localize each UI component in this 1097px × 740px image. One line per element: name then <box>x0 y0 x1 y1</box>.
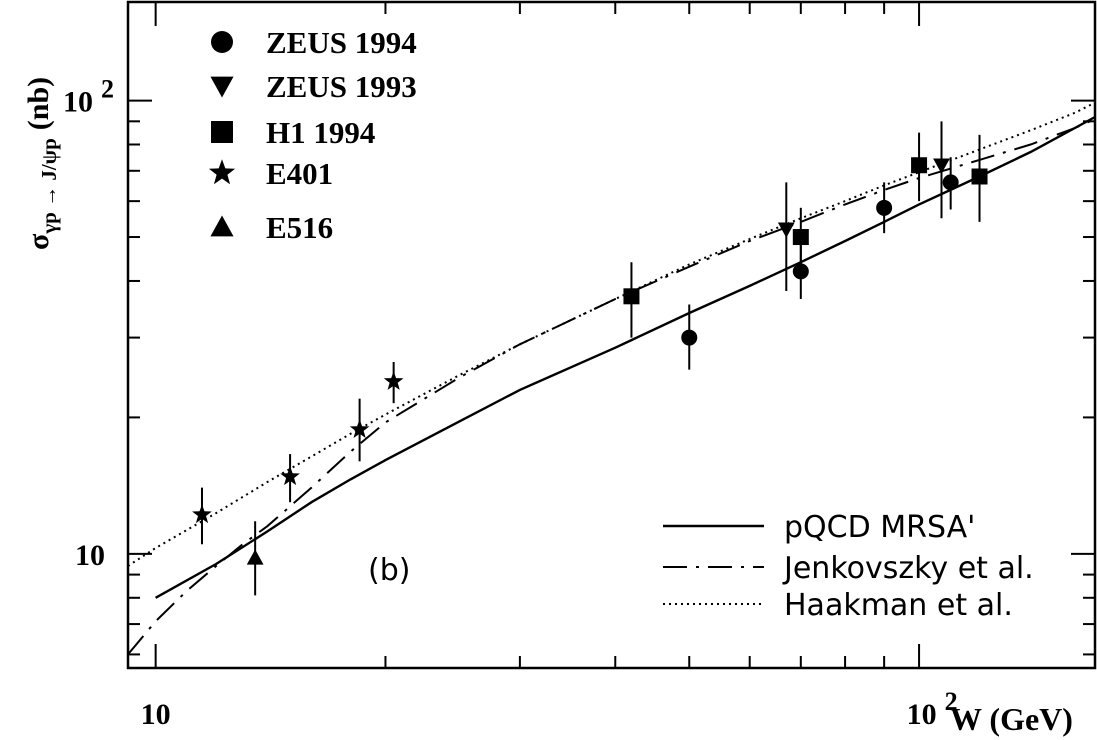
legend-label: H1 1994 <box>266 115 375 150</box>
plot-frame <box>126 0 1097 670</box>
data-point-square <box>792 229 809 246</box>
legend-curve-label: pQCD MRSA' <box>784 510 975 545</box>
legend-marker-circle <box>211 31 233 53</box>
legend-curve-label: Jenkovszky et al. <box>782 551 1034 586</box>
y-tick-label-base: 10 <box>63 86 93 119</box>
x-tick-label-base: 10 <box>907 698 937 731</box>
axis-ticks <box>128 2 1095 668</box>
y-axis-title: σγp → J/ψp (nb) <box>22 77 61 250</box>
y-axis-title-unit: (nb) <box>22 77 55 130</box>
data-markers <box>192 157 988 565</box>
legend-marker-triangle-down <box>210 76 234 98</box>
y-tick-label: 10 2 <box>63 75 114 119</box>
data-point-circle <box>876 199 893 216</box>
x-tick-label: 10 2 <box>907 687 958 731</box>
x-tick-label: 10 <box>141 698 171 731</box>
curve-legend: pQCD MRSA' Jenkovszky et al.Haakman et al… <box>663 510 1034 623</box>
x-axis-title: W (GeV) <box>950 701 1073 737</box>
y-tick-label-exp: 2 <box>101 75 114 104</box>
x-tick-label-base: 10 <box>141 698 171 731</box>
data-point-triangle-down <box>777 222 795 238</box>
legend-label: ZEUS 1994 <box>266 25 417 60</box>
x-tick-label-exp: 2 <box>945 687 958 716</box>
legend-label: E516 <box>266 210 333 245</box>
y-tick-label-base: 10 <box>75 539 105 572</box>
data-point-triangle-down <box>933 158 950 174</box>
legend-marker-star <box>208 159 236 185</box>
legend-label: ZEUS 1993 <box>266 69 417 104</box>
data-point-star <box>280 466 300 486</box>
legend-marker-square <box>211 121 233 143</box>
panel-label: (b) <box>368 553 410 588</box>
y-axis-title-sub: γp → J/ψp <box>37 138 61 234</box>
legend-curve-label: Haakman et al. <box>784 588 1013 623</box>
data-point-triangle-up <box>246 549 264 565</box>
y-axis-title-base: σ <box>22 233 55 250</box>
data-point-star <box>383 371 404 390</box>
data-point-star <box>192 504 212 524</box>
data-legend: ZEUS 1994 ZEUS 1993 H1 1994 E401 E516 <box>208 25 417 245</box>
y-tick-label: 10 <box>75 539 105 572</box>
data-point-circle <box>681 329 698 346</box>
curve-dashdot <box>127 118 1096 656</box>
legend-label: E401 <box>266 156 333 191</box>
data-point-square <box>971 168 988 185</box>
data-point-circle <box>792 263 809 280</box>
data-point-square <box>623 288 640 305</box>
axis-labels: (b) W (GeV) σγp → J/ψp (nb) 10 10 2 10 10 2 <box>22 75 1073 737</box>
data-point-star <box>349 419 370 438</box>
data-point-square <box>911 157 928 174</box>
data-point-circle <box>942 174 959 191</box>
legend-marker-triangle-up <box>210 215 234 237</box>
